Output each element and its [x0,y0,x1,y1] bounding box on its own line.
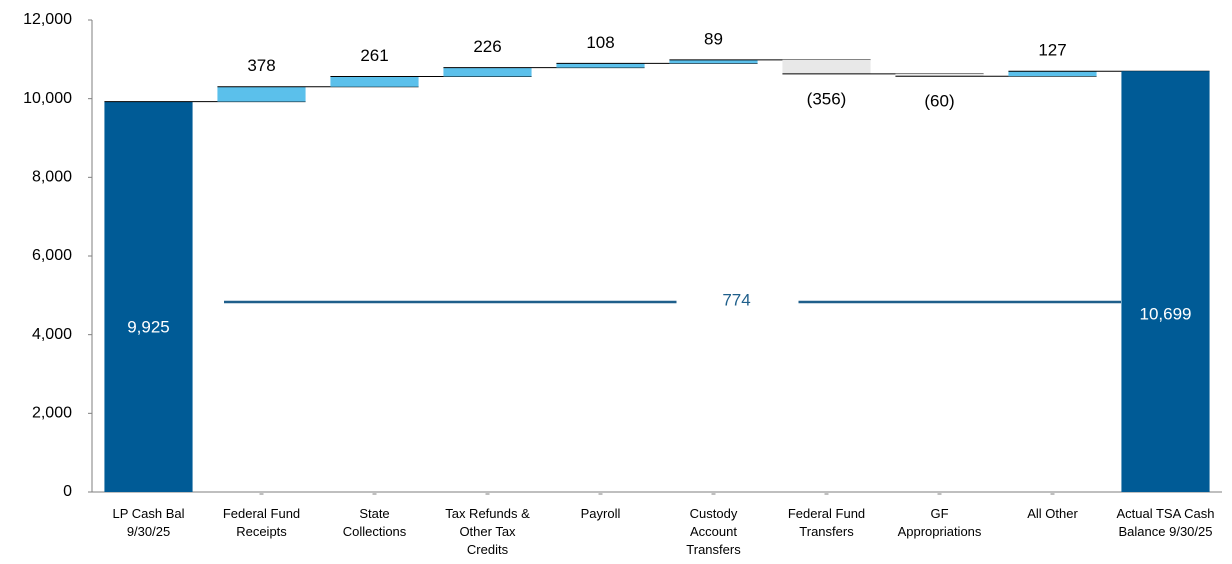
x-tick-label-line: Receipts [236,524,287,539]
y-tick-label: 2,000 [32,405,72,422]
x-tick-label-line: 9/30/25 [127,524,170,539]
x-tick-label: Actual TSA Cash Balance 9/30/25 [1116,506,1214,539]
x-tick-label-line: Tax Refunds & [445,506,530,521]
bar [1008,71,1097,77]
y-tick-label: 8,000 [32,169,72,186]
x-tick-label: LP Cash Bal 9/30/25 [112,506,184,539]
y-tick-label: 4,000 [32,326,72,343]
y-tick-label: 0 [63,483,72,500]
annotation-label: 774 [722,290,750,309]
value-label: 89 [704,29,723,48]
x-tick-label-line: Other Tax [459,524,516,539]
value-label: 261 [360,46,388,65]
x-tick-label-line: Transfers [799,524,854,539]
x-tick-label: GF Appropriations [898,506,982,539]
x-tick-label-line: All Other [1027,506,1078,521]
y-tick-label: 12,000 [23,11,72,28]
x-tick-label: Tax Refunds & Other Tax Credits [445,506,530,557]
value-label: (356) [807,89,847,108]
x-tick-label-line: Transfers [686,542,741,557]
x-tick-label-line: Balance 9/30/25 [1119,524,1213,539]
bar [556,63,645,68]
y-tick-label: 6,000 [32,247,72,264]
x-tick-label-line: Credits [467,542,509,557]
x-tick-label: Federal Fund Receipts [223,506,300,539]
x-tick-label: Payroll [581,506,621,521]
value-label: 10,699 [1140,305,1192,324]
x-tick-label-line: LP Cash Bal [112,506,184,521]
x-tick-label-line: Account [690,524,737,539]
value-label: 108 [586,33,614,52]
x-tick-label: Custody Account Transfers [686,506,741,557]
x-tick-label-line: State [359,506,389,521]
x-tick-label-line: GF [930,506,948,521]
bar [782,59,871,74]
x-tick-label-line: Actual TSA Cash [1116,506,1214,521]
x-tick-label-line: Payroll [581,506,621,521]
x-tick-label-line: Federal Fund [788,506,865,521]
value-label: 9,925 [127,318,170,337]
value-label: 127 [1038,41,1066,60]
x-tick-label: All Other [1027,506,1078,521]
x-tick-label: State Collections [343,506,407,539]
value-label: (60) [924,92,954,111]
bar [895,73,984,77]
bar [1121,71,1210,492]
x-tick-label-line: Appropriations [898,524,982,539]
y-tick-label: 10,000 [23,90,72,107]
value-label: 378 [247,56,275,75]
x-tick-label-line: Custody [690,506,738,521]
x-tick-label-line: Collections [343,524,407,539]
x-tick-label: Federal Fund Transfers [788,506,865,539]
value-label: 226 [473,37,501,56]
x-tick-label-line: Federal Fund [223,506,300,521]
bar [669,59,758,64]
bar [217,86,306,102]
bar [330,76,419,87]
bar [443,67,532,77]
bar [104,101,193,492]
